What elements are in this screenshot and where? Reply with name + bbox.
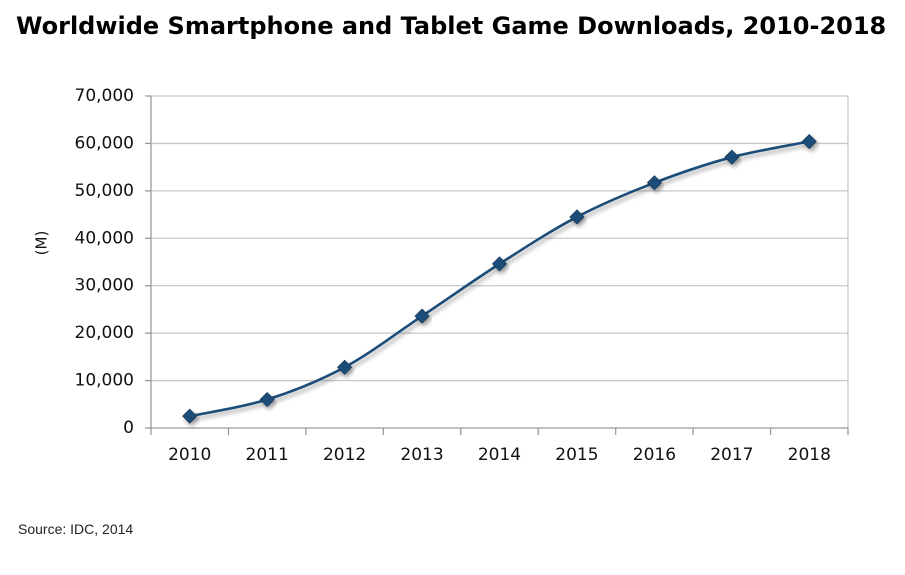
y-tick-label: 40,000 [75,228,134,248]
y-tick-label: 50,000 [75,181,134,201]
data-point-marker [259,391,275,408]
data-point-marker [569,209,585,225]
data-point-marker [646,175,662,191]
data-point-marker [337,359,353,375]
series-line [189,140,810,418]
y-tick-label: 10,000 [75,371,134,391]
y-tick-label: 70,000 [75,86,134,106]
x-tick-labels: 2010 2011 2012 2013 2014 2015 2016 2017 2018 [168,445,831,465]
y-tick-label: 0 [123,418,134,438]
x-tick-label: 2018 [788,445,831,465]
data-point-marker [801,133,817,150]
x-tick-label: 2012 [323,445,366,465]
source-note: Source: IDC, 2014 [18,521,134,537]
y-tick-labels: 0 10,000 20,000 30,000 40,000 50,000 60,000 70,… [75,86,134,438]
data-point-marker [414,308,430,324]
series-layer [182,133,817,424]
data-point-marker [182,408,198,424]
y-tick-label: 60,000 [75,133,134,153]
data-point-marker [491,256,508,272]
x-tick-label: 2015 [555,445,598,465]
y-tick-label: 20,000 [75,323,134,343]
chart-title: Worldwide Smartphone and Tablet Game Dow… [16,12,887,40]
x-tick-label: 2017 [710,445,753,465]
y-tick-label: 30,000 [75,276,134,296]
x-tick-label: 2016 [633,445,676,465]
y-axis-label: (M) [33,231,51,256]
data-point-marker [724,149,740,165]
x-tick-label: 2010 [168,445,211,465]
gridlines [151,95,849,428]
axes [145,95,849,435]
x-tick-label: 2013 [400,445,443,465]
x-tick-label: 2011 [246,445,289,465]
x-tick-label: 2014 [478,445,521,465]
